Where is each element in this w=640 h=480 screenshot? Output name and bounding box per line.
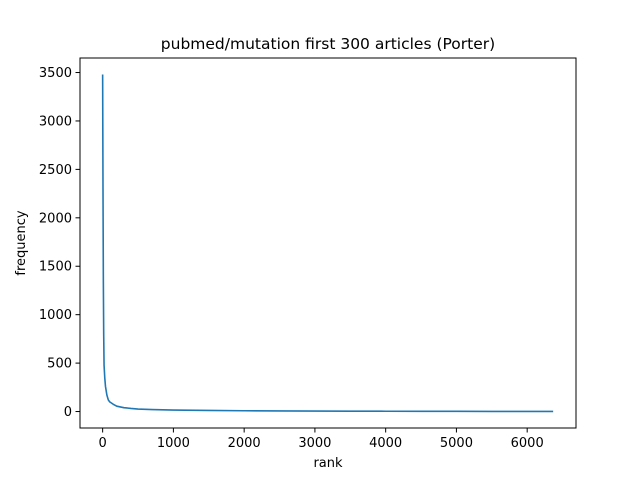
x-tick-label: 5000 [440, 436, 473, 451]
plot-frame [79, 57, 577, 429]
chart-title: pubmed/mutation first 300 articles (Port… [161, 35, 495, 53]
x-tick-label: 0 [99, 436, 107, 451]
x-axis-label: rank [313, 456, 343, 471]
y-tick-label: 2000 [39, 211, 72, 226]
x-tick-label: 3000 [298, 436, 331, 451]
x-tick-label: 4000 [369, 436, 402, 451]
y-tick-label: 1500 [39, 260, 72, 275]
x-tick-label: 1000 [157, 436, 190, 451]
x-tick-label: 6000 [511, 436, 544, 451]
y-tick-label: 500 [47, 357, 72, 372]
x-tick-label: 2000 [228, 436, 261, 451]
y-tick-label: 0 [64, 405, 72, 420]
y-tick-label: 3500 [39, 66, 72, 81]
y-axis-label: frequency [14, 210, 29, 276]
series-line [101, 74, 554, 413]
y-tick-label: 3000 [39, 114, 72, 129]
y-tick-label: 2500 [39, 163, 72, 178]
y-tick-label: 1000 [39, 308, 72, 323]
